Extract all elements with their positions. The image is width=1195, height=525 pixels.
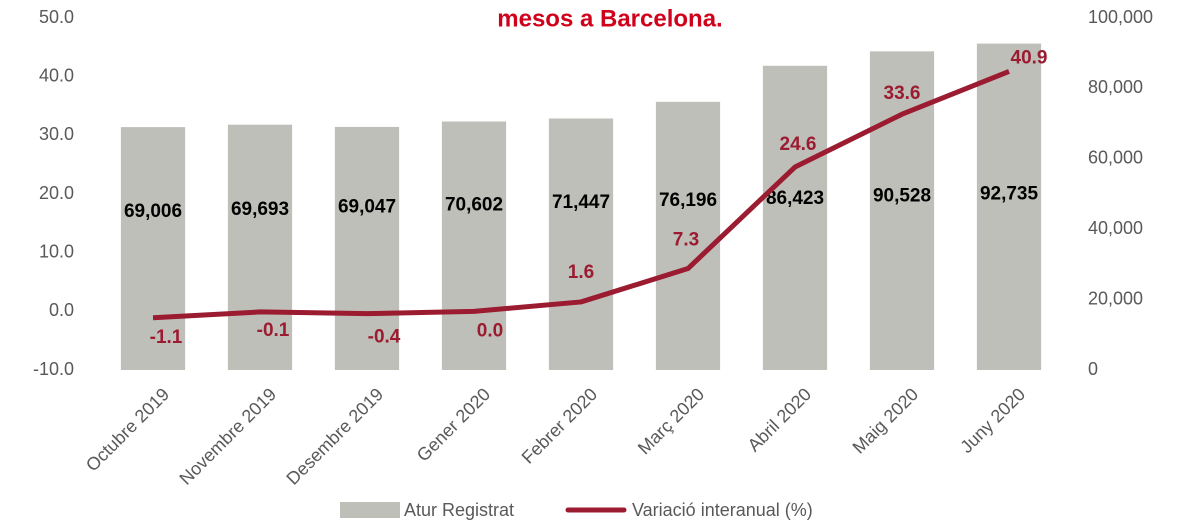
- y-tick-label: 20.0: [39, 183, 74, 203]
- legend-swatch: [340, 502, 400, 518]
- y-tick-label: -10.0: [33, 359, 74, 379]
- bar-value-label: 69,693: [231, 199, 289, 220]
- x-tick-label: Febrer 2020: [518, 384, 601, 467]
- line-value-label: 7.3: [673, 230, 699, 251]
- y-tick-label: 10.0: [39, 241, 74, 261]
- line-value-label: 33.6: [884, 83, 921, 104]
- bar: [548, 118, 614, 370]
- x-tick-label: Octubre 2019: [82, 384, 173, 475]
- chart-title: mesos a Barcelona.: [497, 5, 722, 32]
- bar-value-label: 76,196: [659, 190, 717, 211]
- bar-value-label: 71,447: [552, 192, 610, 213]
- y-tick-label: 30.0: [39, 124, 74, 144]
- x-tick-label: Juny 2020: [956, 384, 1029, 457]
- bar-value-label: 86,423: [766, 188, 824, 209]
- legend-label: Variació interanual (%): [632, 500, 813, 520]
- bar-value-label: 69,006: [124, 201, 182, 222]
- line: [152, 69, 1010, 321]
- bar: [227, 124, 293, 371]
- x-tick-label: Març 2020: [634, 384, 708, 458]
- line-value-label: 0.0: [477, 320, 503, 341]
- y-tick-label: 0.0: [49, 300, 74, 320]
- y2-tick-label: 20,000: [1088, 288, 1143, 308]
- x-tick-label: Desembre 2019: [282, 384, 387, 489]
- line-value-label: 40.9: [1011, 47, 1048, 68]
- bar: [334, 126, 400, 370]
- line-value-label: -1.1: [150, 327, 183, 348]
- bar-value-label: 69,047: [338, 197, 396, 218]
- legend-label: Atur Registrat: [404, 500, 514, 520]
- y2-tick-label: 80,000: [1088, 77, 1143, 97]
- bar-value-label: 92,735: [980, 183, 1039, 204]
- x-tick-label: Gener 2020: [413, 384, 494, 465]
- bar: [655, 101, 721, 371]
- bar: [120, 127, 186, 370]
- bar-value-label: 90,528: [873, 186, 931, 207]
- line-value-label: -0.4: [368, 327, 401, 348]
- y-tick-label: 40.0: [39, 65, 74, 85]
- line-value-label: 24.6: [780, 134, 817, 155]
- line-value-label: 1.6: [568, 262, 594, 283]
- bar: [441, 121, 507, 370]
- y2-tick-label: 100,000: [1088, 7, 1153, 27]
- bar-value-label: 70,602: [445, 194, 503, 215]
- y2-tick-label: 60,000: [1088, 148, 1143, 168]
- y-tick-label: 50.0: [39, 7, 74, 27]
- x-tick-label: Abril 2020: [744, 384, 815, 455]
- x-tick-label: Novembre 2019: [175, 384, 280, 489]
- y2-tick-label: 0: [1088, 359, 1098, 379]
- bar: [976, 43, 1042, 370]
- bar: [762, 65, 828, 370]
- y2-tick-label: 40,000: [1088, 218, 1143, 238]
- x-tick-label: Maig 2020: [849, 384, 923, 458]
- line-value-label: -0.1: [257, 320, 290, 341]
